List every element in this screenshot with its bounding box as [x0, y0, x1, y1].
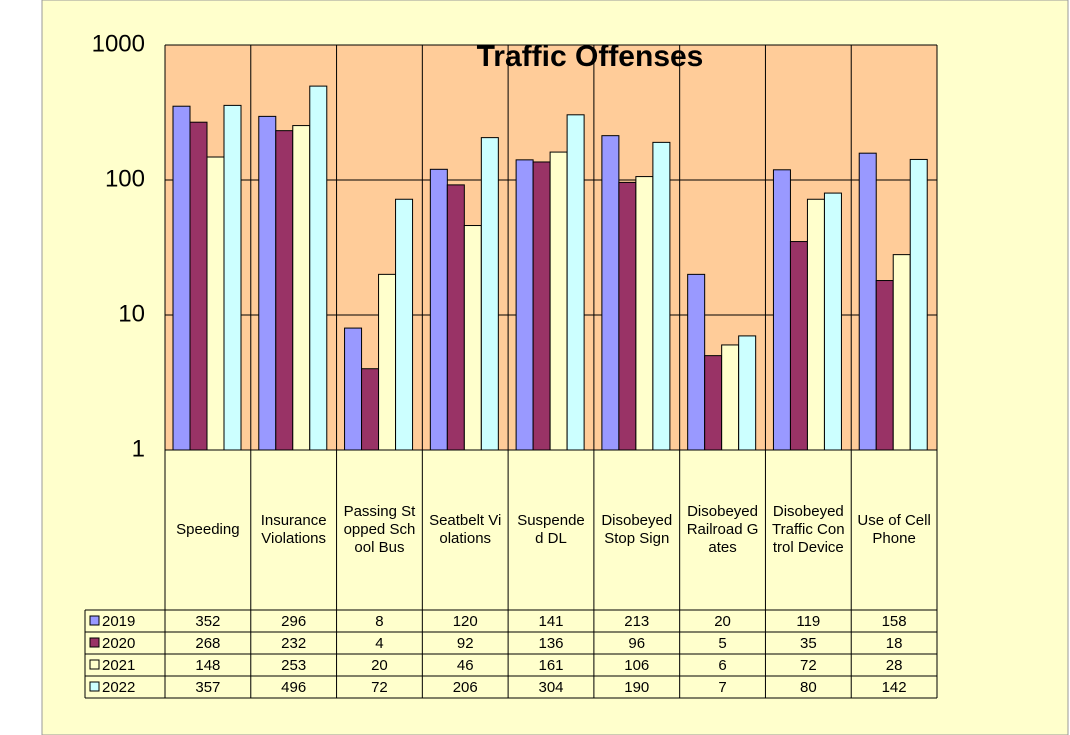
- bar: [189, 121, 208, 451]
- x-tick-label: Suspended DL: [517, 512, 585, 547]
- bar: [687, 273, 706, 451]
- table-value: 158: [882, 613, 907, 630]
- table-value: 213: [624, 613, 649, 630]
- bar: [549, 151, 568, 451]
- bar: [223, 104, 242, 451]
- table-value: 142: [882, 679, 907, 696]
- table-value: 6: [718, 657, 726, 674]
- bar: [275, 130, 294, 451]
- bar: [618, 181, 637, 451]
- bar: [601, 135, 620, 451]
- legend-swatch: [89, 637, 100, 648]
- legend-label: 2021: [102, 657, 135, 674]
- bar: [738, 335, 757, 451]
- table-value: 119: [796, 613, 820, 630]
- legend-swatch: [89, 659, 100, 670]
- table-value: 20: [714, 613, 731, 630]
- bar: [361, 368, 380, 451]
- x-tick-label: Disobeyed Traffic Control Device: [772, 503, 845, 556]
- table-value: 136: [538, 635, 563, 652]
- table-value: 120: [453, 613, 478, 630]
- table-value: 5: [718, 635, 726, 652]
- x-tick-label: Passing Stopped School Bus: [343, 503, 416, 556]
- y-tick-label: 100: [105, 165, 145, 192]
- table-value: 190: [624, 679, 649, 696]
- y-tick-label: 1000: [92, 30, 145, 57]
- table-value: 20: [371, 657, 388, 674]
- legend-label: 2020: [102, 635, 135, 652]
- bar: [566, 114, 585, 451]
- table-value: 4: [375, 635, 383, 652]
- y-tick-label: 10: [118, 300, 145, 327]
- table-value: 106: [624, 657, 649, 674]
- bar: [378, 273, 397, 451]
- table-value: 72: [371, 679, 388, 696]
- bar: [309, 85, 328, 451]
- bar: [892, 254, 911, 451]
- bar: [635, 176, 654, 451]
- y-tick-label: 1: [132, 435, 145, 462]
- table-value: 8: [375, 613, 383, 630]
- x-tick-label: Seatbelt Violations: [429, 512, 502, 547]
- table-value: 357: [195, 679, 220, 696]
- bar: [532, 161, 551, 451]
- bar: [823, 192, 842, 451]
- table-value: 352: [195, 613, 220, 630]
- bar: [395, 198, 414, 451]
- table-value: 46: [457, 657, 474, 674]
- table-value: 96: [628, 635, 645, 652]
- table-value: 161: [538, 657, 563, 674]
- bar: [789, 241, 808, 451]
- bar: [480, 137, 499, 451]
- bar: [909, 158, 928, 451]
- legend-swatch: [89, 681, 100, 692]
- bar: [721, 344, 740, 451]
- table-value: 296: [281, 613, 306, 630]
- table-value: 80: [800, 679, 817, 696]
- bar: [652, 141, 671, 451]
- x-tick-label: Use of Cell Phone: [857, 512, 931, 547]
- legend-swatch: [89, 615, 100, 626]
- bar: [172, 105, 191, 451]
- bar: [429, 168, 448, 451]
- bar: [463, 225, 482, 451]
- table-value: 141: [538, 613, 563, 630]
- bar: [446, 184, 465, 451]
- bar: [258, 115, 277, 451]
- legend-label: 2022: [102, 679, 135, 696]
- table-value: 232: [281, 635, 306, 652]
- table-value: 92: [457, 635, 474, 652]
- x-tick-label: Disobeyed Railroad Gates: [686, 503, 759, 556]
- bar: [344, 327, 363, 451]
- table-value: 148: [195, 657, 220, 674]
- bar: [875, 280, 894, 451]
- legend-label: 2019: [102, 613, 135, 630]
- chart-title: Traffic Offenses: [477, 40, 704, 73]
- table-value: 206: [453, 679, 478, 696]
- table-value: 304: [538, 679, 563, 696]
- bar: [292, 125, 311, 451]
- table-value: 72: [800, 657, 817, 674]
- table-value: 253: [281, 657, 306, 674]
- table-value: 35: [800, 635, 817, 652]
- x-tick-label: Disobeyed Stop Sign: [601, 512, 673, 547]
- table-value: 496: [281, 679, 306, 696]
- bar: [515, 159, 534, 451]
- table-value: 28: [886, 657, 903, 674]
- table-value: 7: [718, 679, 726, 696]
- bar: [206, 156, 225, 451]
- bar: [806, 198, 825, 451]
- table-value: 268: [195, 635, 220, 652]
- bar: [772, 169, 791, 451]
- bar: [704, 355, 723, 451]
- table-value: 18: [886, 635, 903, 652]
- x-tick-label: Speeding: [176, 521, 240, 538]
- bar: [858, 152, 877, 451]
- x-tick-label: Insurance Violations: [260, 512, 327, 547]
